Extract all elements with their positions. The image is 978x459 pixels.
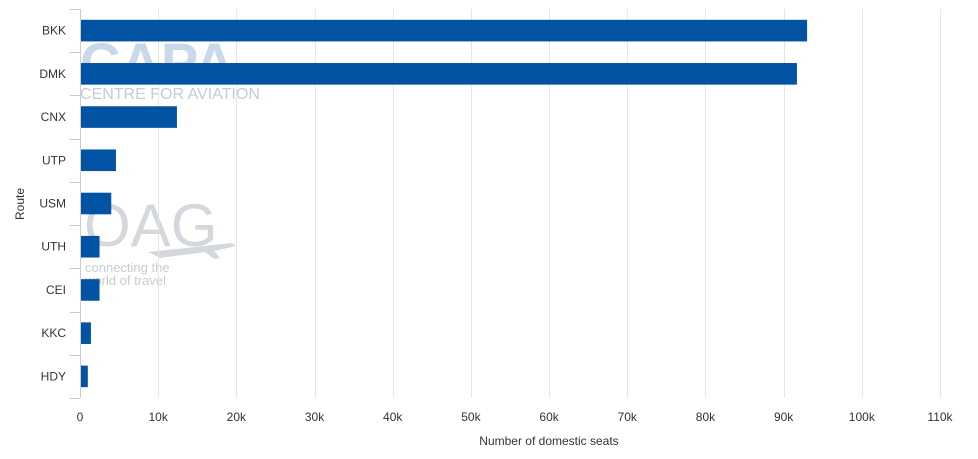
y-tick-label: KKC — [41, 326, 66, 340]
x-tick-label: 60k — [539, 410, 559, 424]
y-tick-label: BKK — [42, 24, 66, 38]
x-tick-label: 50k — [461, 410, 481, 424]
y-tick-label: HDY — [41, 369, 66, 383]
y-tick-label: CEI — [46, 283, 66, 297]
bar-bkk — [80, 19, 808, 42]
x-tick-label: 10k — [149, 410, 169, 424]
bars — [80, 19, 808, 388]
oag-watermark: OAG connecting the world of travel — [84, 192, 236, 288]
x-tick-label: 40k — [383, 410, 403, 424]
y-tick-label: USM — [39, 197, 66, 211]
capa-subtitle: CENTRE FOR AVIATION — [80, 86, 260, 103]
y-tick-label: CNX — [41, 110, 66, 124]
x-tick-label: 90k — [774, 410, 794, 424]
y-tick-label: UTP — [42, 153, 66, 167]
bar-usm — [80, 192, 112, 215]
bar-utp — [80, 149, 116, 172]
y-axis: BKK DMK CNX UTP USM UTH CEI KKC HDY — [39, 9, 81, 399]
x-tick-label: 0 — [77, 410, 84, 424]
bar-kkc — [80, 322, 91, 344]
y-tick-label: UTH — [41, 240, 66, 254]
airplane-icon — [148, 243, 236, 259]
oag-tagline-line1: connecting the — [85, 260, 170, 275]
y-axis-title: Route — [13, 188, 27, 220]
x-tick-label: 20k — [227, 410, 247, 424]
x-tick-label: 70k — [618, 410, 638, 424]
oag-tagline-line2: world of travel — [84, 273, 166, 288]
x-tick-label: 30k — [305, 410, 325, 424]
x-tick-label: 80k — [696, 410, 716, 424]
bar-cnx — [80, 106, 177, 128]
bar-hdy — [80, 365, 88, 388]
bar-dmk — [80, 63, 797, 85]
bar-cei — [80, 279, 100, 301]
x-tick-label: 100k — [849, 410, 876, 424]
bar-uth — [80, 235, 100, 258]
y-tick-label: DMK — [39, 67, 66, 81]
x-axis-title: Number of domestic seats — [479, 434, 618, 448]
x-axis: 0 10k 20k 30k 40k 50k 60k 70k 80k 90k 100k 110k — [77, 410, 954, 424]
x-tick-label: 110k — [927, 410, 953, 424]
